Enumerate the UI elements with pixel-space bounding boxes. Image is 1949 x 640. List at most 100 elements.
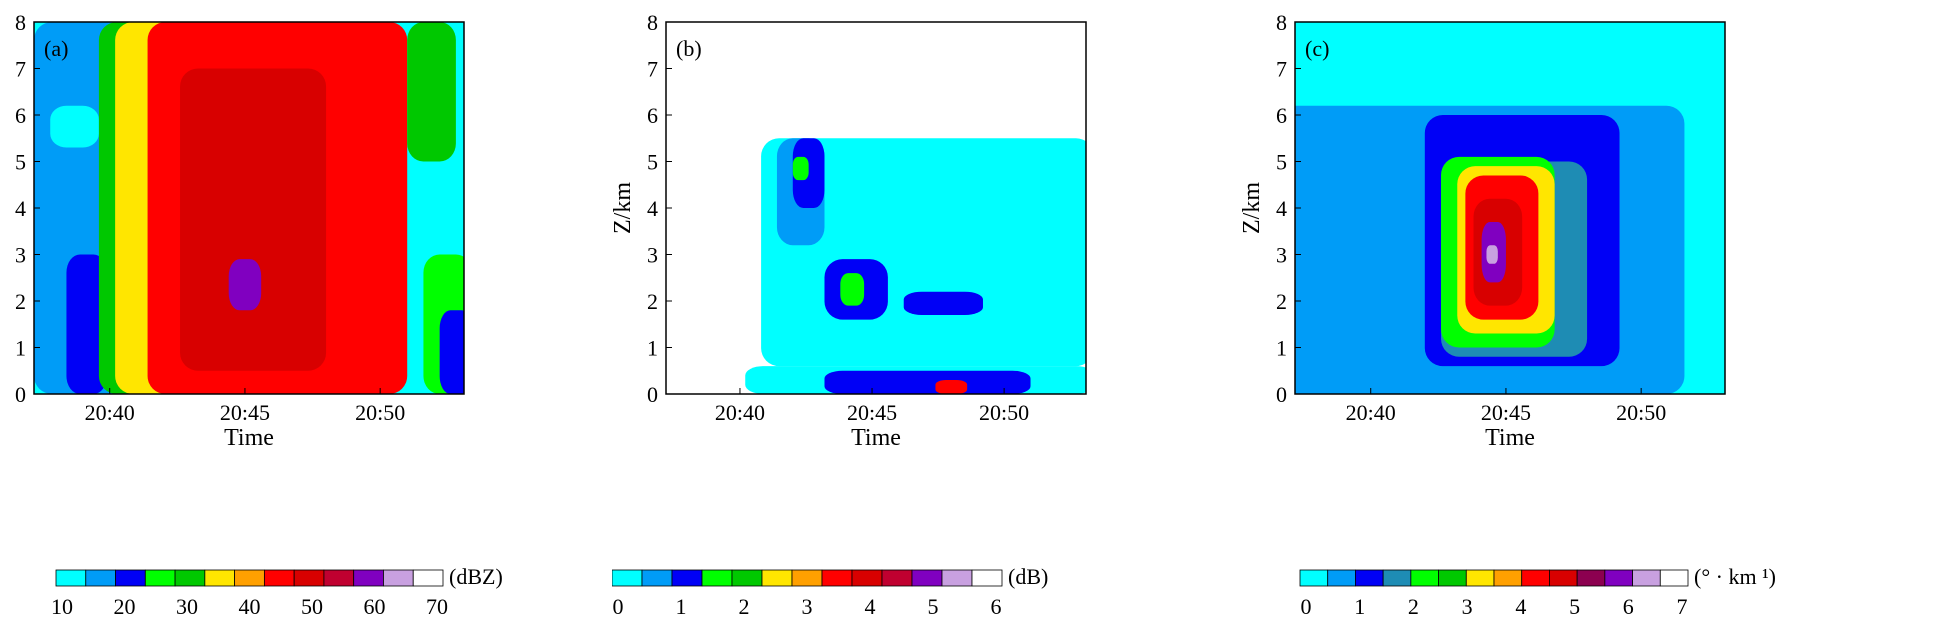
y-tick-label: 1 [15, 336, 26, 361]
colorbar-swatch [293, 569, 325, 587]
field-region-3 [792, 156, 809, 181]
colorbar-swatch [323, 569, 355, 587]
colorbar-swatch [1632, 569, 1661, 587]
colorbar-swatch [85, 569, 116, 587]
x-tick-label: 20:50 [355, 400, 405, 425]
y-tick-label: 8 [1276, 10, 1287, 35]
y-tick-label: 3 [1276, 243, 1287, 268]
colorbar-swatch [791, 569, 823, 587]
colorbar-swatch [353, 569, 384, 587]
colorbar-tick-label: 6 [991, 594, 1002, 619]
colorbar-swatch [144, 569, 176, 587]
colorbar-swatch [1549, 569, 1578, 587]
y-tick-label: 4 [647, 196, 658, 221]
colorbar-tick-label: 3 [1462, 594, 1473, 619]
colorbar-swatch [761, 569, 793, 587]
y-axis-label: Z/km [1240, 182, 1265, 234]
colorbar-tick-label: 1 [1354, 594, 1365, 619]
colorbar-tick-label: 20 [114, 594, 136, 619]
colorbar-swatch [851, 569, 883, 587]
colorbar-swatch [611, 569, 643, 587]
field-region-2 [792, 138, 825, 208]
colorbar-swatch [731, 569, 763, 587]
y-tick-label: 8 [647, 10, 658, 35]
chart-panel-c: (c) 0 1 2 3 4 5 6 7 8 20:40 20:45 20:50 Time Z/km (° · … [1239, 0, 1880, 635]
colorbar-swatch [821, 569, 853, 587]
colorbar-swatch [941, 569, 973, 587]
field-region-8 [824, 370, 1031, 394]
field-regions [1295, 105, 1685, 394]
panel-label: (c) [1305, 36, 1329, 61]
field-region-7 [180, 68, 327, 371]
colorbar-swatch [911, 569, 943, 587]
colorbar-tick-label: 2 [739, 594, 750, 619]
y-tick-label: 5 [1276, 150, 1287, 175]
y-tick-label: 3 [647, 243, 658, 268]
field-region-8 [228, 259, 262, 311]
colorbar-swatch [1576, 569, 1606, 587]
colorbar-swatch [671, 569, 703, 587]
chart-a-svg: (a) 0 1 2 3 4 5 6 7 8 20:40 20:45 20:50 Time (dBZ) 10 20… [15, 10, 503, 619]
colorbar-unit: (dBZ) [449, 564, 503, 589]
colorbar-tick-label: 2 [1408, 594, 1419, 619]
y-tick-label: 1 [647, 336, 658, 361]
field-region-5 [840, 273, 865, 306]
colorbar-tick-label: 4 [1515, 594, 1526, 619]
colorbar-swatch [383, 569, 414, 587]
x-axis-label: Time [1485, 425, 1535, 451]
colorbar-swatch [55, 569, 87, 587]
chart-b-svg: (b) 0 1 2 3 4 5 6 7 8 20:40 20:45 20:50 Time Z/km (dB) 0… [610, 10, 1087, 619]
y-tick-label: 4 [1276, 196, 1287, 221]
colorbar-swatch [1410, 569, 1439, 587]
colorbar [1299, 569, 1689, 587]
colorbar-swatch [881, 569, 913, 587]
colorbar-swatch [1521, 569, 1550, 587]
y-tick-label: 6 [647, 103, 658, 128]
colorbar [55, 569, 444, 587]
x-tick-label: 20:40 [715, 400, 765, 425]
y-tick-label: 2 [15, 289, 26, 314]
x-tick-label: 20:45 [220, 400, 270, 425]
colorbar-tick-label: 3 [802, 594, 813, 619]
colorbar-swatch [641, 569, 673, 587]
y-tick-label: 0 [647, 382, 658, 407]
colorbar-swatch [1465, 569, 1495, 587]
y-tick-label: 4 [15, 196, 26, 221]
chart-panel-b: (b) 0 1 2 3 4 5 6 7 8 20:40 20:45 20:50 Time Z/km (dB) 0… [610, 0, 1252, 635]
y-tick-label: 2 [1276, 289, 1287, 314]
field-region-9 [935, 380, 968, 394]
colorbar-tick-label: 4 [865, 594, 876, 619]
colorbar-swatch [971, 569, 1003, 587]
field-region-8 [1486, 245, 1498, 264]
y-tick-label: 6 [15, 103, 26, 128]
colorbar-swatch [1659, 569, 1689, 587]
field-region-9 [407, 22, 456, 162]
x-tick-label: 20:50 [1616, 400, 1666, 425]
x-axis-label: Time [224, 425, 274, 451]
colorbar-tick-label: 7 [1677, 594, 1688, 619]
colorbar-swatch [174, 569, 206, 587]
x-tick-label: 20:40 [85, 400, 135, 425]
y-tick-label: 3 [15, 243, 26, 268]
colorbar-swatch [263, 569, 295, 587]
colorbar-tick-label: 50 [301, 594, 323, 619]
colorbar-tick-label: 30 [176, 594, 198, 619]
y-tick-label: 7 [647, 57, 658, 82]
colorbar-swatch [204, 569, 236, 587]
y-tick-label: 5 [647, 150, 658, 175]
colorbar-unit: (dB) [1008, 564, 1048, 589]
chart-c-svg: (c) 0 1 2 3 4 5 6 7 8 20:40 20:45 20:50 Time Z/km (° · … [1239, 10, 1776, 619]
x-tick-label: 20:45 [847, 400, 897, 425]
colorbar-tick-label: 5 [928, 594, 939, 619]
y-axis-label: Z/km [612, 182, 636, 234]
colorbar-tick-label: 60 [364, 594, 386, 619]
field-regions [34, 22, 464, 394]
chart-panel-a: (a) 0 1 2 3 4 5 6 7 8 20:40 20:45 20:50 Time (dBZ) 10 20… [0, 0, 640, 635]
colorbar-tick-label: 1 [676, 594, 687, 619]
colorbar-swatch [1355, 569, 1384, 587]
field-region-6 [903, 291, 983, 315]
y-tick-label: 2 [647, 289, 658, 314]
colorbar-tick-label: 70 [426, 594, 448, 619]
colorbar-swatch [115, 569, 146, 587]
colorbar-swatch [234, 569, 265, 587]
